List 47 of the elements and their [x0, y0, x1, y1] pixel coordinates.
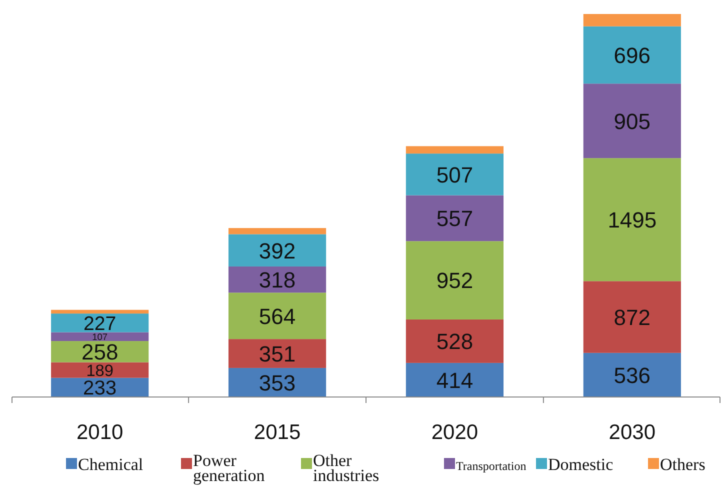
- data-label: 1495: [608, 208, 657, 233]
- bar: [583, 84, 681, 158]
- legend-label: Other industries: [313, 451, 380, 485]
- data-label: 905: [614, 108, 651, 134]
- data-label: 233: [83, 378, 117, 400]
- data-label: 696: [614, 42, 651, 68]
- bar: [406, 241, 504, 320]
- legend-label: Transportation: [456, 459, 526, 473]
- data-label: 318: [258, 267, 296, 292]
- data-label: 528: [436, 329, 474, 354]
- x-tick-label: 2010: [76, 421, 124, 444]
- bar: [228, 228, 326, 234]
- bar: [51, 362, 149, 378]
- x-tick-label: 2015: [254, 421, 301, 444]
- bar: [228, 292, 326, 340]
- x-tick-label: 2020: [431, 421, 478, 444]
- bar: [583, 281, 681, 353]
- bar: [228, 234, 326, 266]
- x-tick-label: 2030: [608, 421, 656, 444]
- data-label: 564: [258, 304, 296, 329]
- bar: [583, 14, 681, 26]
- bar: [583, 352, 681, 397]
- data-label: 557: [436, 206, 474, 232]
- legend-label: Power generation: [193, 451, 266, 485]
- bar: [583, 26, 681, 84]
- legend-label: Others: [660, 455, 706, 474]
- bar: [583, 158, 681, 282]
- data-label: 952: [436, 268, 474, 294]
- data-label: 414: [436, 368, 474, 393]
- bar: [406, 362, 504, 397]
- legend-label: Domestic: [548, 455, 614, 474]
- data-label: 872: [614, 304, 651, 330]
- bar: [406, 154, 504, 196]
- bar: [51, 332, 149, 342]
- bar: [51, 314, 149, 332]
- legend-label: Chemical: [78, 455, 144, 474]
- data-label: 536: [614, 362, 651, 388]
- bar: [406, 319, 504, 363]
- bar: [406, 146, 504, 154]
- bar: [406, 195, 504, 242]
- bar: [228, 266, 326, 293]
- data-label: 353: [258, 370, 296, 396]
- data-label: 351: [258, 341, 296, 366]
- data-label: 392: [258, 238, 296, 264]
- bar: [51, 310, 149, 314]
- bar: [228, 339, 326, 368]
- data-label: 507: [436, 162, 474, 188]
